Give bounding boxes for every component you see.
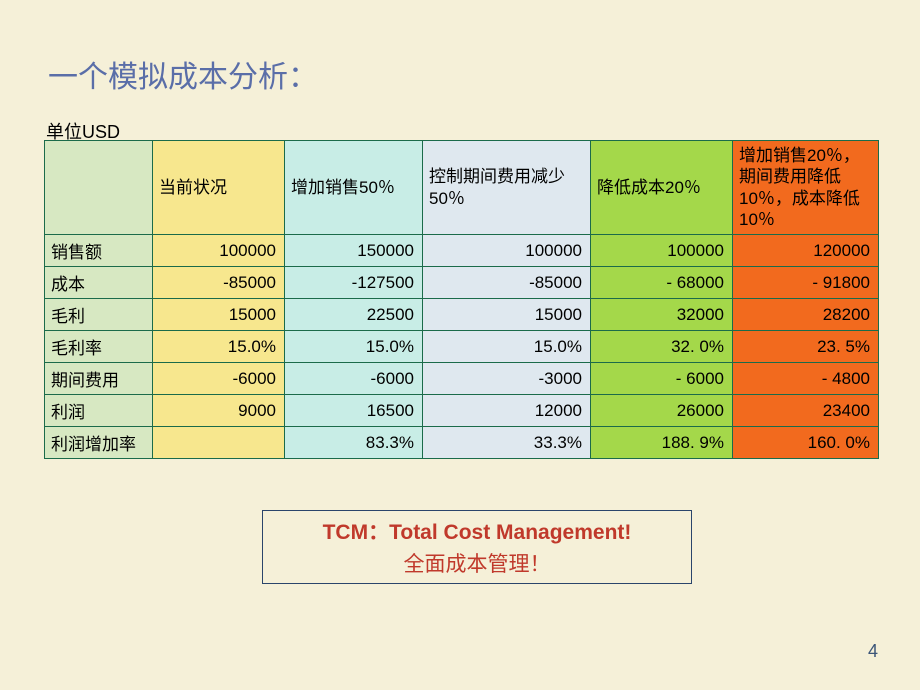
table-cell: 15000 <box>153 299 285 331</box>
table-row: 销售额100000150000100000100000120000 <box>45 235 879 267</box>
table-cell: 23400 <box>733 395 879 427</box>
table-cell: -6000 <box>153 363 285 395</box>
table-cell: 9000 <box>153 395 285 427</box>
table-cell: 100000 <box>153 235 285 267</box>
table-cell: 100000 <box>591 235 733 267</box>
table-cell: 100000 <box>423 235 591 267</box>
data-table: 当前状况 增加销售50％ 控制期间费用减少50％ 降低成本20％ 增加销售20％… <box>44 140 879 459</box>
table-cell: 16500 <box>285 395 423 427</box>
row-header: 销售额 <box>45 235 153 267</box>
table-cell: 28200 <box>733 299 879 331</box>
table-header: 控制期间费用减少50％ <box>423 141 591 235</box>
table-cell: - 68000 <box>591 267 733 299</box>
table-cell: -85000 <box>423 267 591 299</box>
table-header: 降低成本20％ <box>591 141 733 235</box>
row-header: 毛利 <box>45 299 153 331</box>
table-cell: 23. 5% <box>733 331 879 363</box>
table-row: 期间费用-6000-6000-3000- 6000- 4800 <box>45 363 879 395</box>
table-cell: 32000 <box>591 299 733 331</box>
table-row: 利润增加率 83.3%33.3%188. 9%160. 0% <box>45 427 879 459</box>
table-cell <box>153 427 285 459</box>
callout-line-1: TCM：Total Cost Management! <box>323 516 632 546</box>
table-cell: 33.3% <box>423 427 591 459</box>
table-cell: - 6000 <box>591 363 733 395</box>
table-cell: -127500 <box>285 267 423 299</box>
table-cell: - 4800 <box>733 363 879 395</box>
table-body: 销售额100000150000100000100000120000成本-8500… <box>45 235 879 459</box>
table-cell: -6000 <box>285 363 423 395</box>
table-cell: 150000 <box>285 235 423 267</box>
table-row: 毛利率15.0%15.0%15.0%32. 0%23. 5% <box>45 331 879 363</box>
row-header: 利润 <box>45 395 153 427</box>
table-header <box>45 141 153 235</box>
slide-title: 一个模拟成本分析： <box>48 52 318 96</box>
table-row: 毛利1500022500150003200028200 <box>45 299 879 331</box>
row-header: 毛利率 <box>45 331 153 363</box>
cost-analysis-table: 当前状况 增加销售50％ 控制期间费用减少50％ 降低成本20％ 增加销售20％… <box>44 140 878 459</box>
table-cell: -3000 <box>423 363 591 395</box>
table-header: 增加销售50％ <box>285 141 423 235</box>
table-cell: 15.0% <box>153 331 285 363</box>
table-cell: - 91800 <box>733 267 879 299</box>
table-cell: 15000 <box>423 299 591 331</box>
table-cell: 15.0% <box>423 331 591 363</box>
row-header: 成本 <box>45 267 153 299</box>
table-cell: 32. 0% <box>591 331 733 363</box>
row-header: 利润增加率 <box>45 427 153 459</box>
table-row: 成本-85000-127500-85000- 68000- 91800 <box>45 267 879 299</box>
table-cell: 160. 0% <box>733 427 879 459</box>
table-header-row: 当前状况 增加销售50％ 控制期间费用减少50％ 降低成本20％ 增加销售20％… <box>45 141 879 235</box>
table-row: 利润900016500120002600023400 <box>45 395 879 427</box>
row-header: 期间费用 <box>45 363 153 395</box>
table-header: 增加销售20％，期间费用降低10％，成本降低10％ <box>733 141 879 235</box>
table-cell: 83.3% <box>285 427 423 459</box>
page-number: 4 <box>868 641 878 662</box>
table-cell: 12000 <box>423 395 591 427</box>
table-cell: 120000 <box>733 235 879 267</box>
table-cell: 22500 <box>285 299 423 331</box>
callout-box: TCM：Total Cost Management! 全面成本管理！ <box>262 510 692 584</box>
table-cell: 188. 9% <box>591 427 733 459</box>
table-cell: 26000 <box>591 395 733 427</box>
table-cell: -85000 <box>153 267 285 299</box>
table-cell: 15.0% <box>285 331 423 363</box>
callout-line-2: 全面成本管理！ <box>404 548 551 578</box>
table-header: 当前状况 <box>153 141 285 235</box>
